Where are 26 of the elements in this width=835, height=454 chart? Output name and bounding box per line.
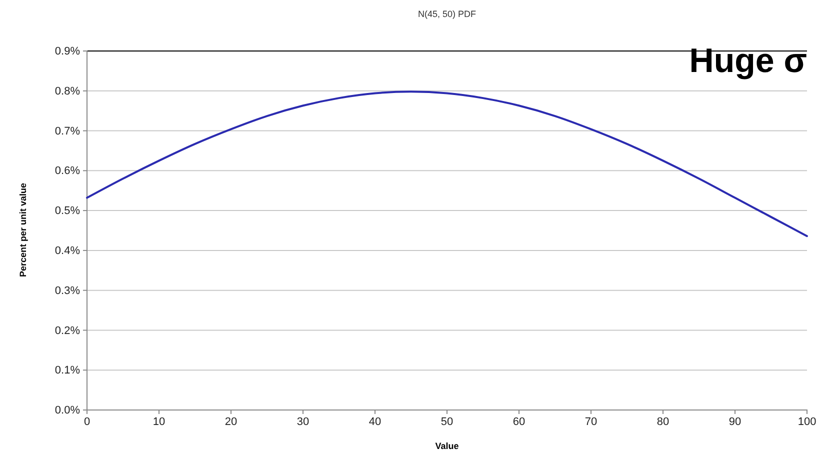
annotation: Huge σ — [689, 42, 807, 80]
x-tick-label: 10 — [152, 416, 166, 428]
x-axis-title: Value — [435, 441, 459, 451]
y-tick-label: 0.5% — [54, 205, 80, 218]
x-tick-label: 60 — [512, 416, 526, 428]
line-series — [86, 90, 808, 238]
x-tick-label: 50 — [440, 416, 454, 428]
y-tick-label: 0.9% — [54, 46, 80, 58]
x-tick-label: 40 — [368, 416, 382, 428]
y-tick-label: 0.6% — [54, 165, 80, 178]
x-tick-label: 30 — [296, 416, 310, 428]
y-axis-title: Percent per unit value — [18, 182, 28, 278]
y-tick-label: 0.7% — [54, 125, 80, 138]
x-tick-label: 20 — [224, 416, 238, 428]
x-tick-label: 70 — [584, 416, 598, 428]
y-tick-label: 0.0% — [54, 404, 80, 417]
chart-title: N(45, 50) PDF — [418, 9, 477, 19]
y-tick-label: 0.4% — [54, 244, 80, 257]
x-tick-label: 0 — [84, 416, 90, 428]
x-tick-label: 90 — [728, 416, 742, 428]
x-tick-label: 100 — [798, 416, 816, 428]
y-tick-label: 0.8% — [54, 85, 80, 98]
y-tick-label: 0.3% — [54, 284, 80, 297]
x-tick-label: 80 — [656, 416, 670, 428]
y-tick-label: 0.2% — [54, 324, 80, 337]
y-tick-label: 0.1% — [54, 364, 80, 377]
